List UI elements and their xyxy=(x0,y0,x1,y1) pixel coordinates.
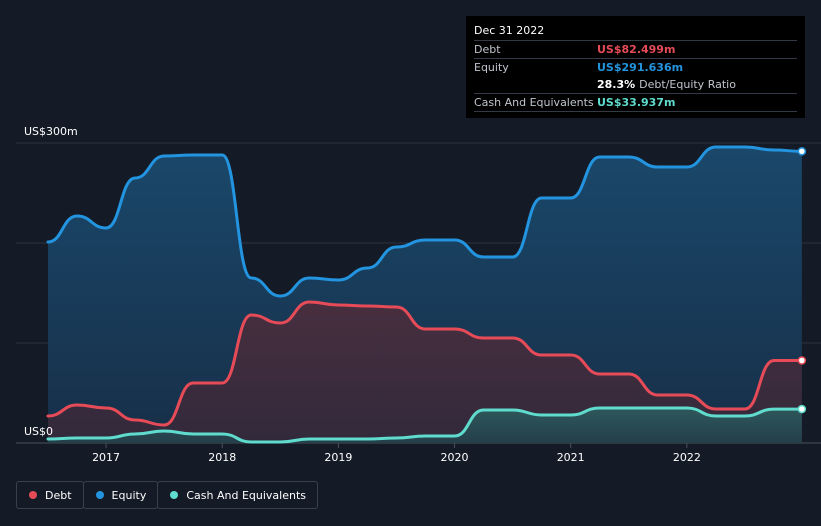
cash-dot-icon xyxy=(170,491,179,499)
debt-end-marker xyxy=(797,356,807,365)
x-tick-label-2022: 2022 xyxy=(673,451,701,464)
legend-debt-label: Debt xyxy=(45,488,72,502)
tooltip-row-equity: Equity US$291.636m xyxy=(474,59,797,76)
legend-item-equity[interactable]: Equity xyxy=(82,481,159,509)
tooltip-ratio-label: Debt/Equity Ratio xyxy=(639,78,736,91)
tooltip-row-cash: Cash And Equivalents US$33.937m xyxy=(474,94,797,112)
legend-item-cash[interactable]: Cash And Equivalents xyxy=(157,481,318,509)
cash-area xyxy=(48,408,802,443)
debt-dot-icon xyxy=(29,491,37,499)
tooltip-equity-label: Equity xyxy=(474,61,509,74)
tooltip-cash-value: US$33.937m xyxy=(597,96,676,109)
end-markers xyxy=(797,147,807,414)
debt-line xyxy=(46,300,804,427)
series-areas xyxy=(48,147,802,443)
equity-dot-icon xyxy=(95,491,104,499)
cash-end-marker xyxy=(797,404,807,414)
y-axis-label-bottom: US$0 xyxy=(24,425,53,438)
tooltip-date: Dec 31 2022 xyxy=(474,16,797,41)
y-axis-label-top: US$300m xyxy=(24,125,78,138)
legend: Debt Equity Cash And Equivalents xyxy=(16,481,318,511)
x-tick-label-2020: 2020 xyxy=(441,451,469,464)
tooltip: Dec 31 2022 Debt US$82.499m Equity US$29… xyxy=(466,16,805,118)
legend-item-debt[interactable]: Debt xyxy=(16,481,84,509)
tooltip-cash-label: Cash And Equivalents xyxy=(474,96,594,109)
tooltip-ratio: 28.3% Debt/Equity Ratio xyxy=(597,76,736,93)
tooltip-row-ratio: 28.3% Debt/Equity Ratio xyxy=(474,76,797,94)
equity-end-marker xyxy=(797,147,807,156)
cash-line xyxy=(46,406,804,444)
tooltip-ratio-value: 28.3% xyxy=(597,78,636,91)
legend-cash-label: Cash And Equivalents xyxy=(186,488,306,502)
tooltip-equity-value: US$291.636m xyxy=(597,61,684,74)
x-tick-label-2018: 2018 xyxy=(208,451,236,464)
legend-equity-label: Equity xyxy=(111,488,147,502)
x-tick-label-2019: 2019 xyxy=(324,451,352,464)
tooltip-debt-label: Debt xyxy=(474,43,501,56)
x-tick-label-2017: 2017 xyxy=(92,451,120,464)
equity-line xyxy=(46,145,804,298)
tooltip-debt-value: US$82.499m xyxy=(597,43,676,56)
x-tick-label-2021: 2021 xyxy=(557,451,585,464)
series-lines xyxy=(46,145,804,444)
tooltip-row-debt: Debt US$82.499m xyxy=(474,41,797,59)
axes: 2017 2018 2019 2020 2021 2022 xyxy=(92,443,701,464)
